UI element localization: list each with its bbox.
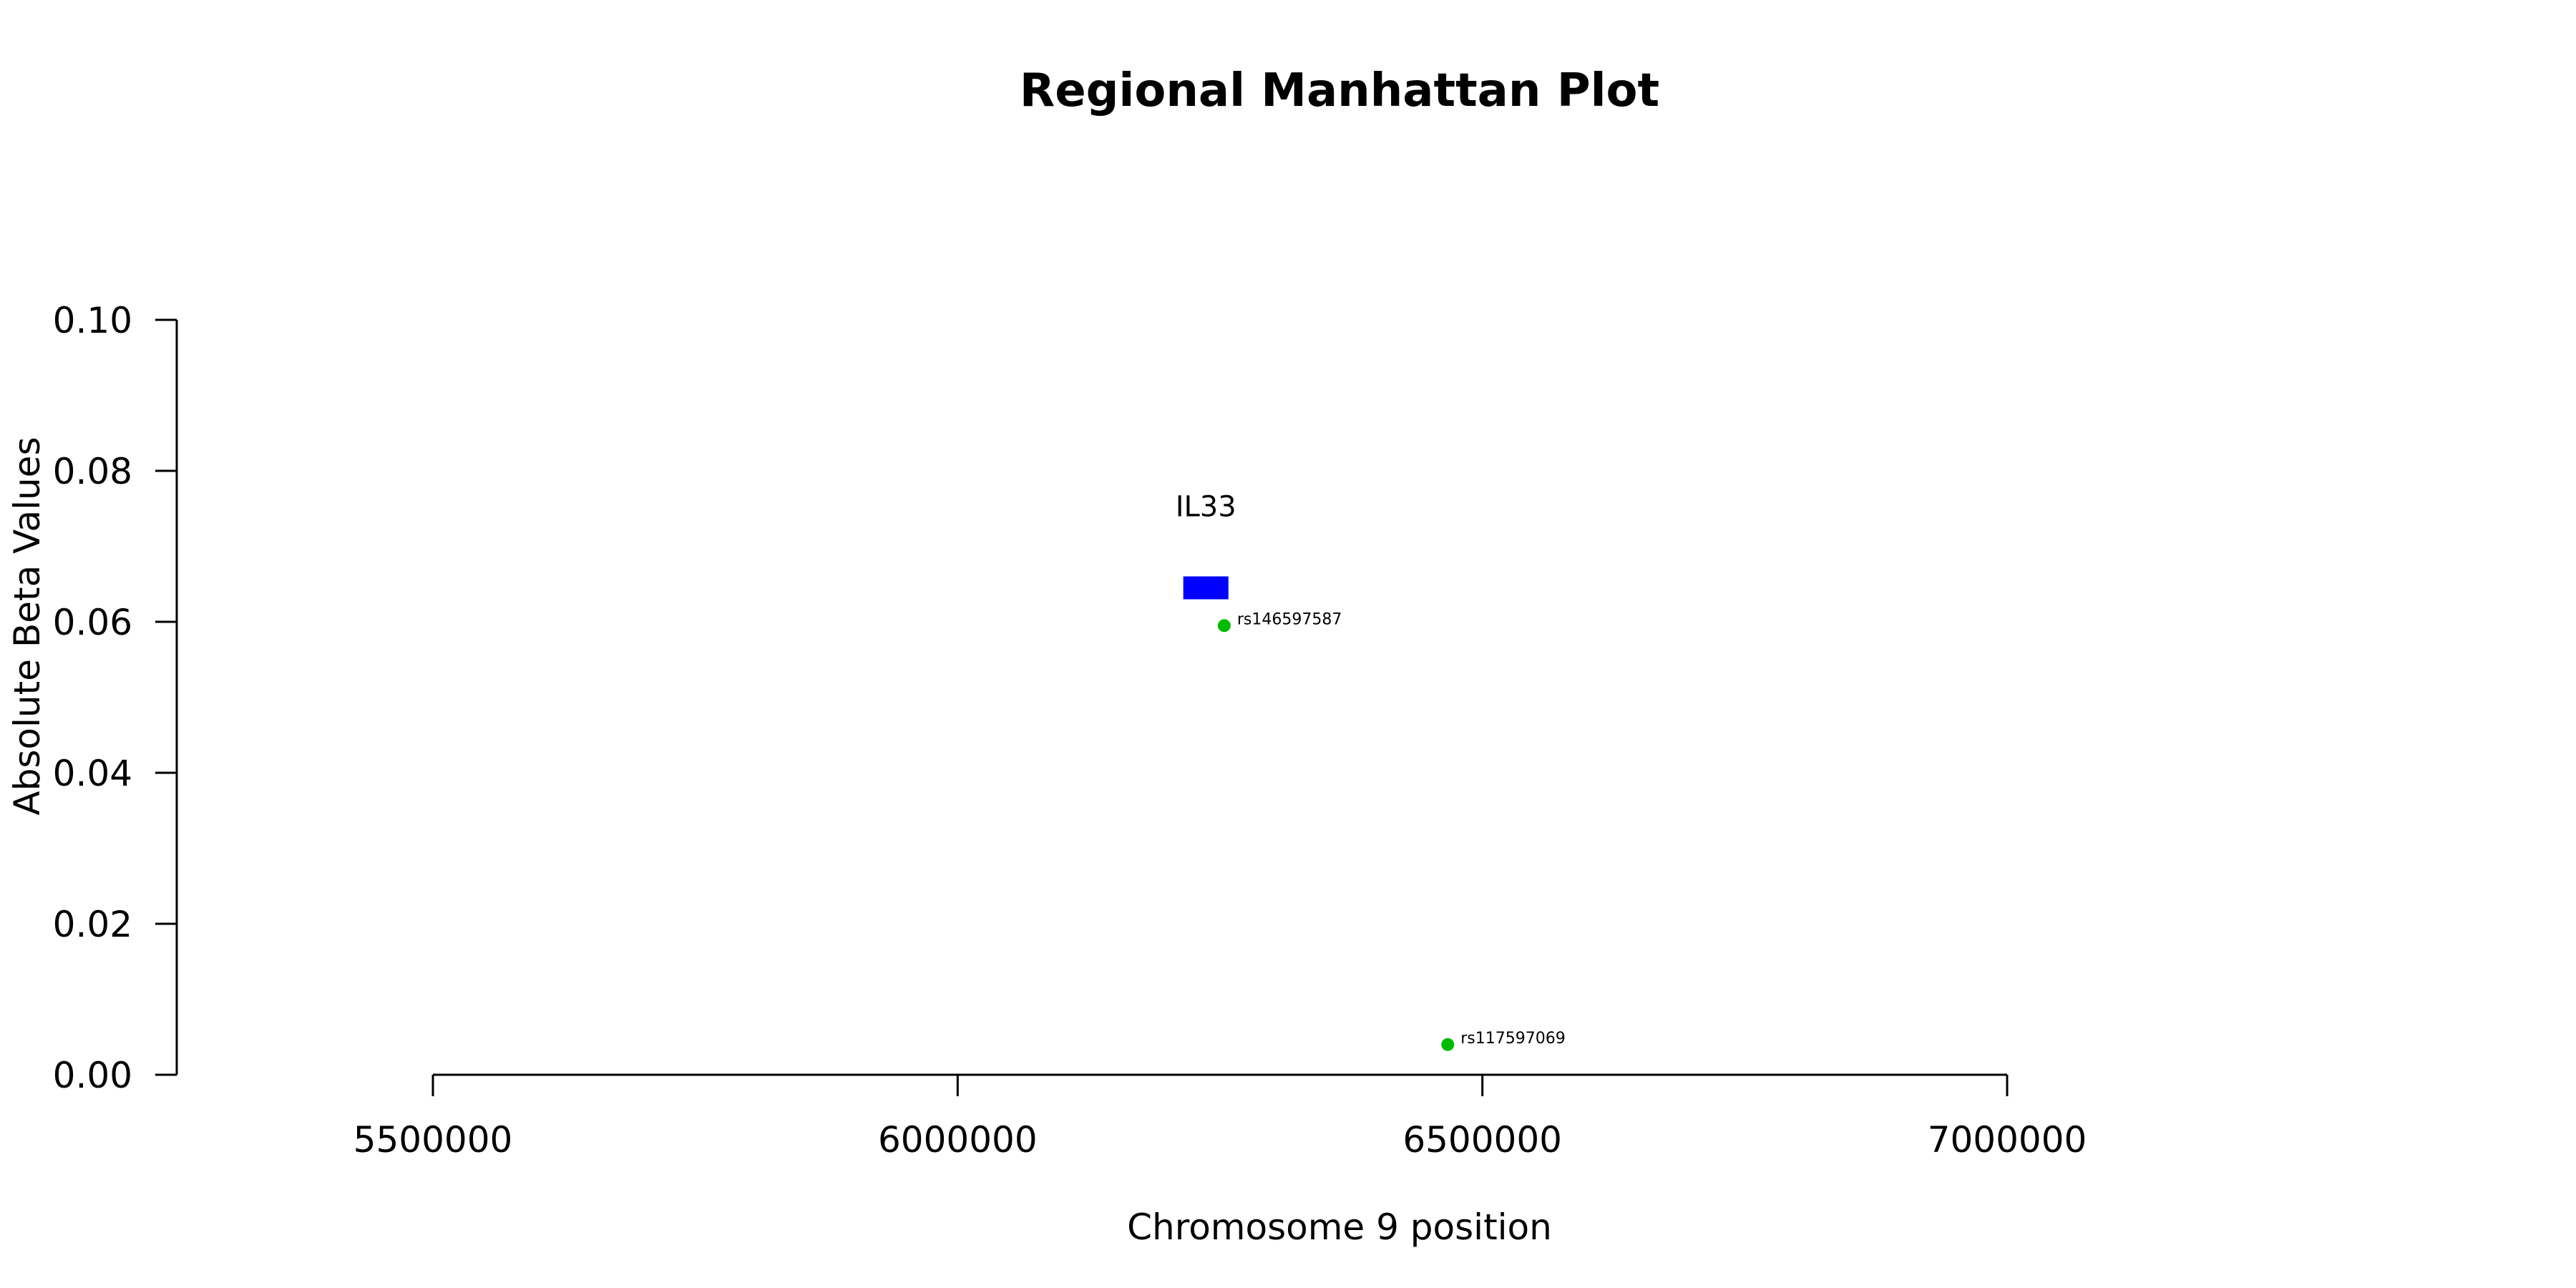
y-tick-label: 0.06	[53, 602, 132, 643]
y-tick-label: 0.00	[53, 1055, 132, 1096]
x-axis-label: Chromosome 9 position	[1127, 1206, 1552, 1248]
snp-point	[1217, 619, 1231, 633]
x-tick-label: 5500000	[353, 1119, 513, 1161]
y-tick-label: 0.10	[53, 300, 132, 341]
axes: 0.00 0.02 0.04 0.06 0.08 0.10 5500000 6000000 65…	[53, 300, 2087, 1161]
x-tick-label: 6500000	[1402, 1119, 1562, 1161]
snp-point	[1441, 1038, 1455, 1051]
gene-label: IL33	[1176, 491, 1236, 524]
chart-title: Regional Manhattan Plot	[1020, 64, 1659, 117]
snp-layer: rs146597587 rs117597069	[1217, 610, 1566, 1051]
gene-bar-il33	[1183, 576, 1229, 600]
y-tick-label: 0.02	[53, 904, 132, 945]
snp-label: rs117597069	[1460, 1030, 1565, 1048]
y-tick-label: 0.08	[53, 451, 132, 492]
y-tick-label: 0.04	[53, 753, 132, 794]
x-tick-label: 7000000	[1928, 1119, 2087, 1161]
y-axis-label: Absolute Beta Values	[6, 437, 48, 816]
gene-layer: IL33	[1176, 491, 1236, 600]
x-tick-label: 6000000	[878, 1119, 1038, 1161]
snp-label: rs146597587	[1237, 610, 1342, 628]
